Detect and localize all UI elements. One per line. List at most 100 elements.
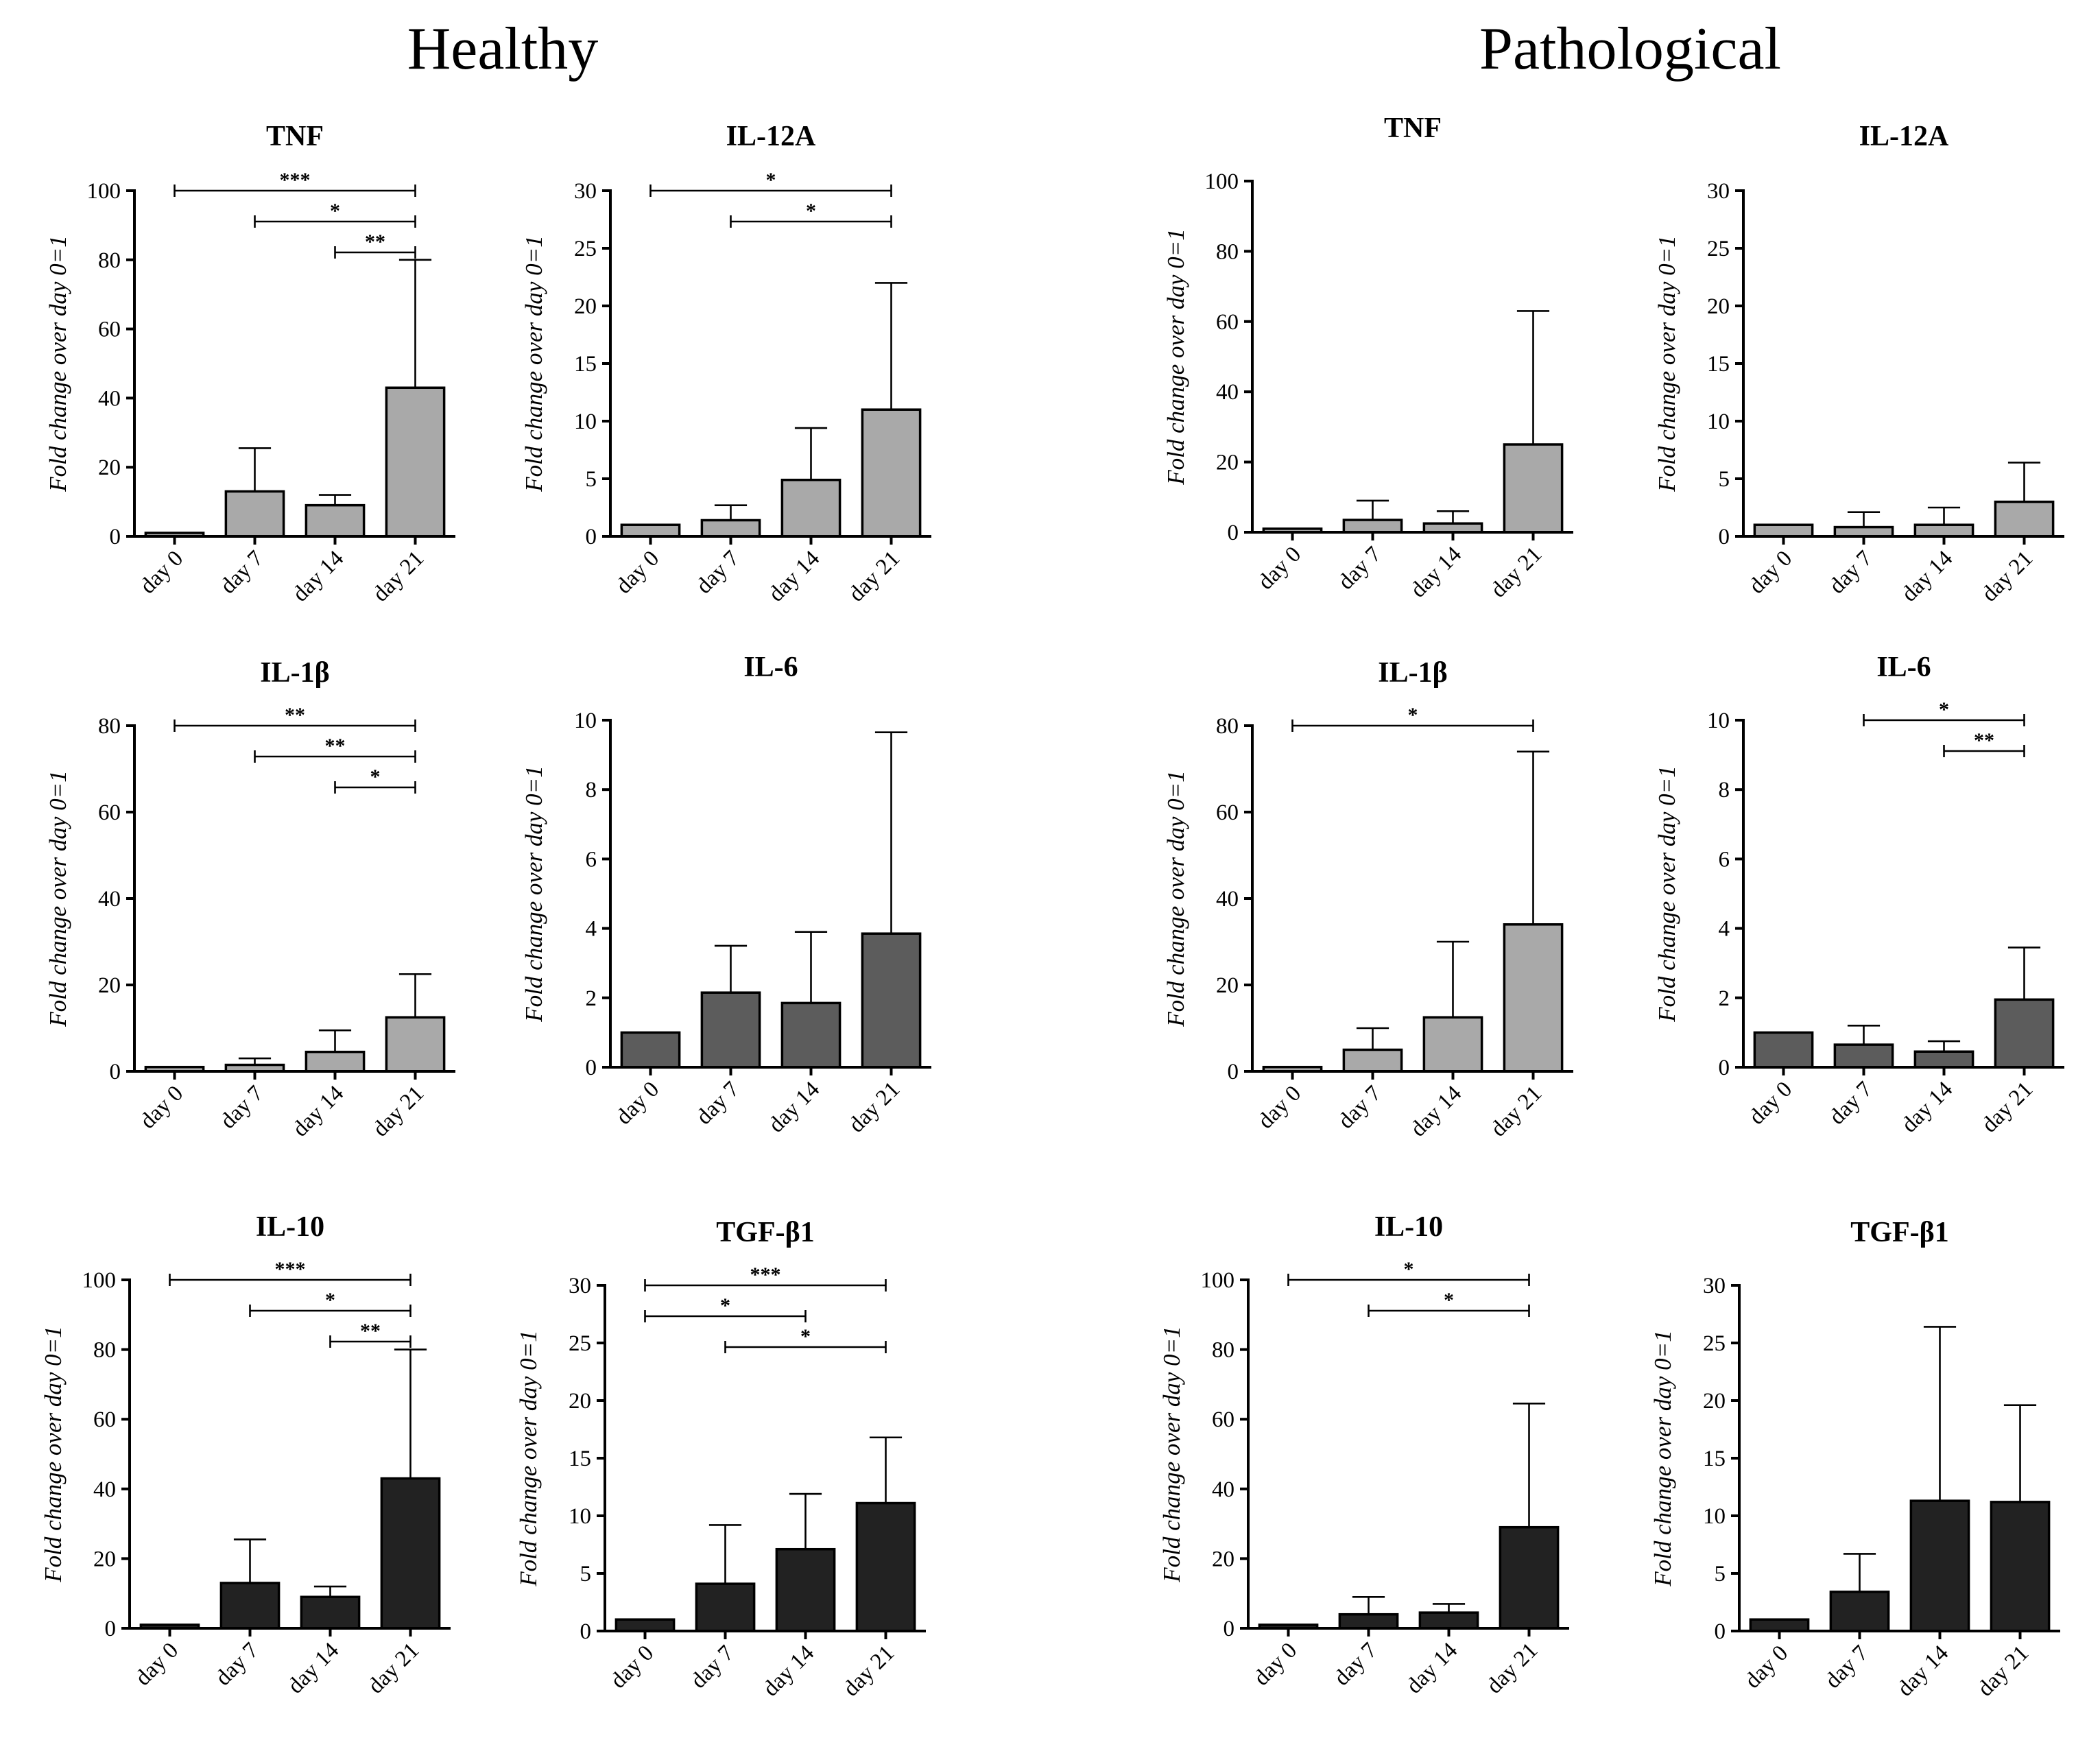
chart-pathological-il-6: IL-6 Fold change over day 0=1 0 2 4 6 8 10 day 0… [1654,652,2064,1138]
chart-healthy-tgf-beta1-xtick-label-day-21: day 21 [839,1641,899,1701]
chart-pathological-il-10-bar-day-14 [1418,1611,1479,1630]
chart-healthy-il-1beta-xtick-label-day-21: day 21 [368,1081,429,1141]
chart-pathological-il-1beta-xtick-label-day-7: day 7 [1334,1081,1387,1134]
chart-pathological-il-10-xtick-label-day-14: day 14 [1402,1638,1462,1698]
chart-pathological-il-12a-bar-day-14 [1913,523,1974,538]
chart-healthy-tnf-ytick-label-60: 60 [98,318,121,342]
chart-healthy-tgf-beta1-ytick-label-30: 30 [569,1274,591,1298]
chart-healthy-il-1beta-title: IL-1β [260,657,329,689]
chart-healthy-tgf-beta1-ytick-label-5: 5 [580,1562,592,1586]
chart-pathological-il-10-bar-day-21 [1499,1525,1560,1630]
chart-healthy-il-6-title: IL-6 [743,652,798,683]
chart-healthy-il-12a-ytick-label-0: 0 [586,525,597,549]
chart-healthy-il-6-bar-day-14 [780,1001,842,1069]
chart-healthy-il-6-ylabel: Fold change over day 0=1 [521,765,547,1023]
chart-pathological-il-12a-ytick-label-10: 10 [1707,409,1730,434]
chart-pathological-il-6-xtick-label-day-21: day 21 [1977,1077,2038,1137]
chart-healthy-il-10-sig-label-0: *** [275,1258,306,1281]
chart-healthy-il-10-title: IL-10 [256,1211,324,1243]
chart-pathological-il-6-ytick-label-6: 6 [1719,847,1730,872]
chart-pathological-il-10-ylabel: Fold change over day 0=1 [1158,1326,1185,1583]
chart-pathological-tnf-xtick-label-day-7: day 7 [1334,542,1387,595]
chart-healthy-il-1beta-ytick-label-0: 0 [110,1060,121,1084]
chart-healthy-il-10-sig-label-2: ** [360,1320,381,1342]
chart-healthy-tgf-beta1-xtick-label-day-7: day 7 [687,1641,739,1693]
chart-healthy-tnf-bar-day-14 [305,503,366,538]
chart-pathological-il-1beta-title: IL-1β [1378,657,1447,689]
chart-pathological-tgf-beta1-ytick-label-5: 5 [1715,1562,1726,1586]
chart-healthy-il-1beta-xtick-label-day-0: day 0 [136,1081,189,1134]
chart-pathological-il-6-ytick-label-2: 2 [1719,986,1730,1011]
chart-healthy-il-10-xtick-label-day-0: day 0 [131,1638,184,1691]
chart-pathological-il-10-xtick-label-day-7: day 7 [1330,1638,1383,1691]
chart-pathological-tgf-beta1-xtick-label-day-14: day 14 [1893,1641,1953,1701]
chart-pathological-il-6-sig-label-1: ** [1974,729,1994,752]
chart-pathological-tgf-beta1-ytick-label-30: 30 [1703,1274,1726,1298]
chart-healthy-tgf-beta1-bar-day-7 [695,1582,756,1632]
chart-healthy-il-12a-ytick-label-30: 30 [574,179,597,204]
chart-pathological-il-6-xtick-label-day-7: day 7 [1825,1077,1878,1130]
chart-pathological-il-10-ytick-label-40: 40 [1212,1477,1234,1502]
chart-pathological-il-12a-xtick-label-day-7: day 7 [1825,546,1878,599]
chart-healthy-il-10-ytick-label-80: 80 [93,1338,116,1363]
chart-healthy-tgf-beta1-xtick-label-day-0: day 0 [606,1641,659,1693]
chart-pathological-il-6-ytick-label-8: 8 [1719,778,1730,802]
chart-healthy-tnf-sig-label-2: ** [365,230,385,253]
chart-healthy-il-10-ytick-label-20: 20 [93,1547,116,1571]
chart-healthy-il-12a-ytick-label-25: 25 [574,237,597,261]
chart-healthy-il-12a-xtick-label-day-7: day 7 [692,546,745,599]
chart-healthy-il-1beta-xtick-label-day-7: day 7 [216,1081,269,1134]
chart-pathological-il-10-ytick-label-80: 80 [1212,1338,1234,1363]
chart-pathological-il-1beta-ytick-label-0: 0 [1228,1060,1239,1084]
chart-pathological-tnf-bar-day-7 [1342,519,1403,534]
chart-pathological-tnf-ytick-label-80: 80 [1216,239,1239,264]
chart-healthy-il-6-ytick-label-0: 0 [586,1056,597,1080]
chart-healthy-il-12a-xtick-label-day-0: day 0 [612,546,665,599]
chart-healthy-il-12a-ylabel: Fold change over day 0=1 [521,235,547,492]
chart-pathological-il-12a-ytick-label-0: 0 [1719,525,1730,549]
chart-pathological-il-6-ytick-label-4: 4 [1719,917,1730,942]
chart-healthy-il-1beta-ytick-label-60: 60 [98,800,121,825]
chart-pathological-il-10-ytick-label-100: 100 [1201,1268,1235,1293]
chart-healthy-tnf-bar-day-7 [224,490,285,538]
chart-pathological-il-6-bar-day-21 [1994,998,2055,1069]
chart-healthy-il-10-ytick-label-0: 0 [105,1617,117,1641]
chart-healthy-tnf-xtick-label-day-14: day 14 [288,546,348,606]
chart-healthy-tgf-beta1-ylabel: Fold change over day 0=1 [515,1330,542,1587]
chart-healthy-il-10-xtick-label-day-21: day 21 [363,1638,424,1698]
chart-healthy-il-6-ytick-label-4: 4 [586,917,597,942]
chart-pathological-tgf-beta1-bar-day-14 [1909,1499,1970,1632]
chart-healthy-tnf-ytick-label-0: 0 [110,525,121,549]
chart-healthy-il-12a-bar-day-7 [700,519,761,538]
chart-pathological-tgf-beta1-bar-day-7 [1829,1591,1890,1632]
chart-healthy-il-10-bar-day-21 [380,1477,441,1630]
chart-pathological-tgf-beta1-bar-day-21 [1990,1501,2051,1632]
chart-healthy-il-6: IL-6 Fold change over day 0=1 0 2 4 6 8 10 day 0… [521,652,931,1138]
chart-pathological-tnf-ytick-label-100: 100 [1205,169,1239,194]
chart-pathological-il-12a-ylabel: Fold change over day 0=1 [1654,235,1680,492]
chart-healthy-il-10-bar-day-7 [219,1582,281,1630]
chart-healthy-il-6-xtick-label-day-0: day 0 [612,1077,665,1130]
chart-healthy-il-12a-title: IL-12A [726,121,816,152]
chart-healthy-tnf-ytick-label-80: 80 [98,248,121,273]
chart-pathological-il-6-ylabel: Fold change over day 0=1 [1654,765,1680,1023]
chart-pathological-il-10-bar-day-7 [1338,1613,1399,1630]
chart-pathological-il-1beta-xtick-label-day-0: day 0 [1254,1081,1306,1134]
chart-pathological-il-12a-xtick-label-day-0: day 0 [1745,546,1798,599]
chart-healthy-il-6-bar-day-21 [861,932,922,1069]
chart-healthy-il-6-ytick-label-8: 8 [586,778,597,802]
chart-pathological-il-12a-xtick-label-day-21: day 21 [1977,546,2038,606]
chart-healthy-tgf-beta1-sig-label-1: * [720,1294,730,1317]
chart-healthy-tnf-ytick-label-20: 20 [98,455,121,480]
chart-pathological-il-6-bar-day-7 [1833,1043,1894,1069]
chart-healthy-il-1beta-ylabel: Fold change over day 0=1 [45,770,71,1027]
chart-pathological-tgf-beta1-ytick-label-10: 10 [1703,1504,1726,1529]
chart-pathological-il-10-ytick-label-60: 60 [1212,1407,1234,1432]
chart-pathological-il-10-xtick-label-day-0: day 0 [1250,1638,1302,1691]
chart-healthy-il-6-xtick-label-day-7: day 7 [692,1077,745,1130]
chart-pathological-tgf-beta1-ytick-label-15: 15 [1703,1447,1726,1471]
chart-healthy-tgf-beta1-ytick-label-10: 10 [569,1504,591,1529]
chart-pathological-il-1beta-bar-day-21 [1503,923,1564,1073]
chart-healthy-il-6-bar-day-0 [620,1031,681,1069]
